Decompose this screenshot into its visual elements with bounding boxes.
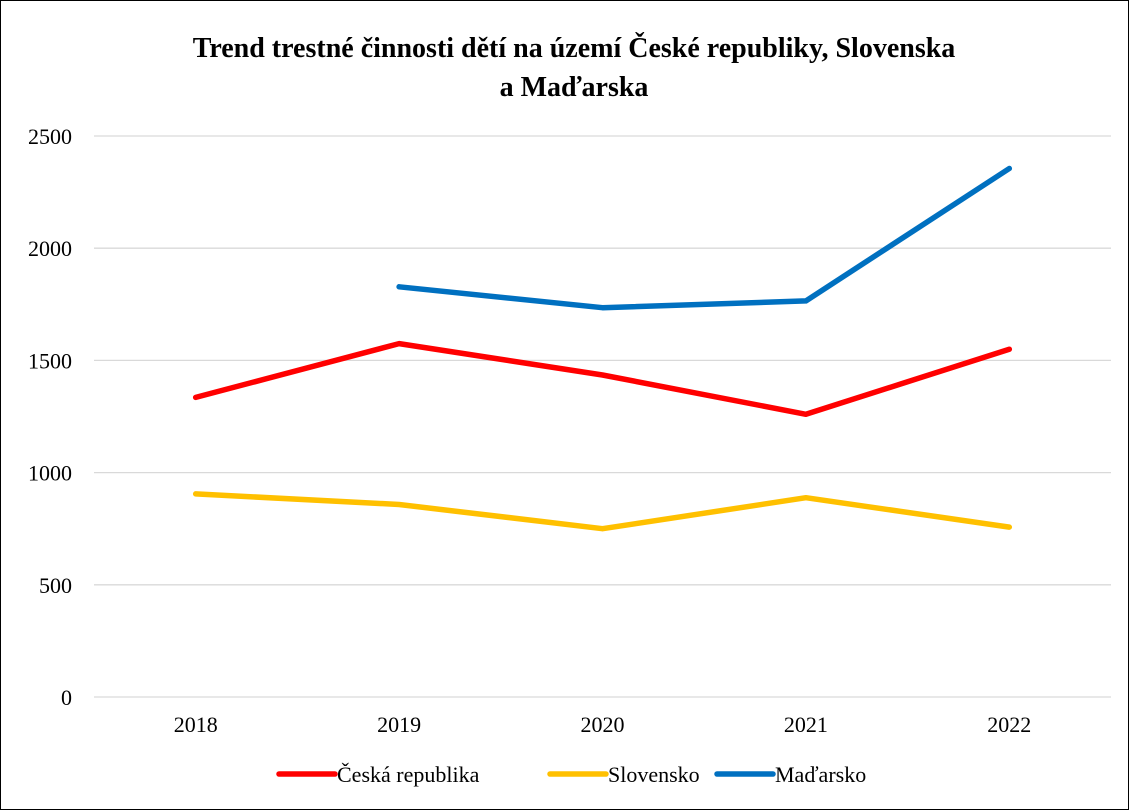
gridlines bbox=[94, 135, 1111, 698]
x-tick-label-2020: 2020 bbox=[581, 712, 625, 737]
chart-title-line-1: Trend trestné činnosti dětí na území Čes… bbox=[193, 33, 956, 64]
legend-label-3: Maďarsko bbox=[775, 762, 866, 787]
legend-label-1: Česká republika bbox=[337, 762, 480, 787]
x-tick-label-2021: 2021 bbox=[784, 712, 828, 737]
x-axis-tick-labels: 2018 2019 2020 2021 2022 bbox=[174, 712, 1032, 737]
legend: Česká republika Slovensko Maďarsko bbox=[276, 762, 866, 787]
y-tick-label-500: 500 bbox=[39, 573, 72, 598]
x-tick-label-2019: 2019 bbox=[377, 712, 421, 737]
x-tick-label-2022: 2022 bbox=[987, 712, 1031, 737]
chart-title-line-2: a Maďarska bbox=[500, 72, 649, 103]
series-line-1 bbox=[192, 340, 1013, 418]
y-tick-label-2500: 2500 bbox=[28, 124, 72, 149]
y-axis-tick-labels: 0 500 1000 1500 2000 2500 bbox=[28, 124, 72, 710]
chart-title: Trend trestné činnosti dětí na území Čes… bbox=[193, 33, 956, 103]
series-line-2 bbox=[192, 491, 1013, 532]
series-lines bbox=[192, 165, 1013, 532]
legend-label-2: Slovensko bbox=[608, 762, 700, 787]
x-tick-label-2018: 2018 bbox=[174, 712, 218, 737]
y-tick-label-0: 0 bbox=[61, 685, 72, 710]
y-tick-label-1500: 1500 bbox=[28, 348, 72, 373]
y-tick-label-1000: 1000 bbox=[28, 461, 72, 486]
y-tick-label-2000: 2000 bbox=[28, 236, 72, 261]
series-line-3 bbox=[396, 165, 1013, 311]
